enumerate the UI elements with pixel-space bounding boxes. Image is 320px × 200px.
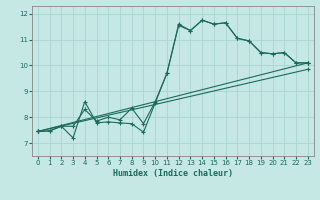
X-axis label: Humidex (Indice chaleur): Humidex (Indice chaleur) (113, 169, 233, 178)
